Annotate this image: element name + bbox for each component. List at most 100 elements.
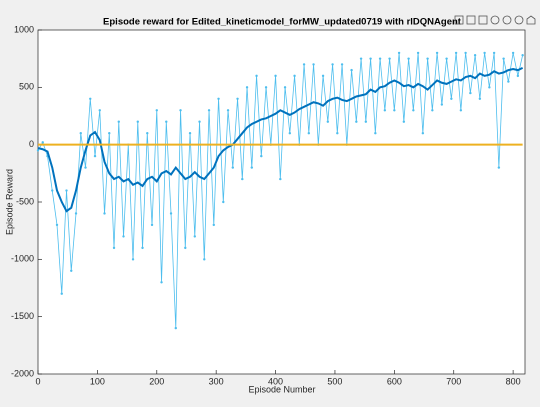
point bbox=[103, 212, 106, 215]
y-tick-label: -1000 bbox=[11, 254, 34, 264]
point bbox=[350, 68, 353, 72]
point bbox=[146, 132, 149, 135]
point bbox=[454, 51, 458, 55]
point bbox=[326, 120, 330, 123]
point bbox=[89, 97, 92, 101]
x-tick-label: 200 bbox=[149, 376, 164, 386]
point bbox=[469, 91, 472, 95]
x-tick-label: 800 bbox=[506, 376, 521, 386]
point bbox=[117, 120, 120, 123]
point bbox=[131, 258, 135, 261]
point bbox=[136, 120, 139, 123]
point bbox=[321, 74, 325, 78]
point bbox=[507, 80, 510, 83]
x-tick-label: 500 bbox=[327, 376, 342, 386]
point bbox=[492, 51, 496, 55]
x-tick-label: 600 bbox=[387, 376, 402, 386]
point bbox=[212, 223, 215, 227]
y-tick-label: 500 bbox=[19, 82, 34, 92]
y-tick-label: -2000 bbox=[11, 368, 34, 378]
y-tick-label: 1000 bbox=[14, 24, 34, 34]
point bbox=[36, 149, 40, 152]
point bbox=[79, 132, 82, 135]
point bbox=[464, 51, 467, 55]
point bbox=[397, 51, 401, 55]
toolbar[interactable] bbox=[454, 15, 536, 25]
point bbox=[108, 132, 111, 135]
point bbox=[478, 97, 482, 101]
point bbox=[279, 177, 282, 181]
point bbox=[260, 154, 263, 158]
point bbox=[112, 246, 116, 250]
point bbox=[516, 74, 520, 78]
y-tick-label: -500 bbox=[16, 196, 34, 206]
series-line bbox=[37, 66, 524, 213]
point bbox=[293, 74, 296, 78]
point bbox=[388, 57, 391, 60]
point bbox=[378, 57, 382, 60]
point bbox=[70, 269, 73, 272]
point bbox=[222, 200, 225, 204]
point bbox=[416, 51, 420, 55]
x-tick-label: 400 bbox=[268, 376, 283, 386]
x-tick-label: 700 bbox=[446, 376, 461, 386]
point bbox=[41, 141, 44, 144]
point bbox=[288, 132, 292, 135]
point bbox=[364, 120, 368, 123]
point bbox=[440, 103, 444, 106]
point bbox=[431, 109, 434, 112]
point bbox=[245, 86, 249, 89]
point bbox=[217, 97, 220, 101]
point bbox=[264, 86, 268, 89]
point bbox=[312, 63, 315, 66]
point bbox=[331, 63, 334, 66]
point bbox=[336, 132, 339, 135]
point bbox=[274, 74, 277, 78]
point bbox=[98, 109, 101, 112]
y-axis-label: Episode Reward bbox=[4, 169, 14, 235]
point bbox=[93, 154, 97, 158]
point bbox=[165, 120, 168, 123]
point bbox=[450, 97, 453, 101]
point bbox=[483, 51, 486, 55]
point bbox=[302, 63, 306, 66]
y-tick-label: 0 bbox=[29, 139, 34, 149]
x-axis-label: Episode Number bbox=[248, 384, 315, 394]
point bbox=[511, 51, 515, 55]
y-tick-label: -1500 bbox=[11, 311, 34, 321]
x-tick-label: 300 bbox=[209, 376, 224, 386]
point bbox=[307, 132, 311, 135]
point bbox=[393, 109, 396, 112]
point bbox=[412, 109, 415, 112]
chart-title: Episode reward for Edited_kineticmodel_f… bbox=[103, 17, 462, 28]
point bbox=[55, 223, 59, 227]
point bbox=[502, 57, 505, 60]
point bbox=[521, 54, 524, 57]
point bbox=[488, 86, 491, 89]
point bbox=[188, 132, 192, 135]
point bbox=[141, 246, 144, 250]
point bbox=[445, 57, 448, 60]
point bbox=[359, 57, 363, 60]
point bbox=[203, 258, 206, 261]
point bbox=[179, 109, 182, 112]
point bbox=[184, 246, 187, 250]
point bbox=[241, 177, 244, 181]
point bbox=[250, 166, 254, 169]
point bbox=[160, 281, 163, 284]
point bbox=[374, 132, 377, 135]
point bbox=[473, 54, 477, 57]
point bbox=[60, 292, 63, 295]
point bbox=[497, 166, 501, 169]
point bbox=[407, 57, 410, 60]
point bbox=[65, 189, 68, 192]
point bbox=[421, 132, 425, 135]
point bbox=[169, 212, 173, 215]
x-tick-label: 100 bbox=[90, 376, 105, 386]
point bbox=[435, 51, 439, 55]
point bbox=[174, 326, 177, 330]
point bbox=[193, 235, 196, 238]
point bbox=[459, 109, 463, 112]
point bbox=[231, 166, 234, 169]
